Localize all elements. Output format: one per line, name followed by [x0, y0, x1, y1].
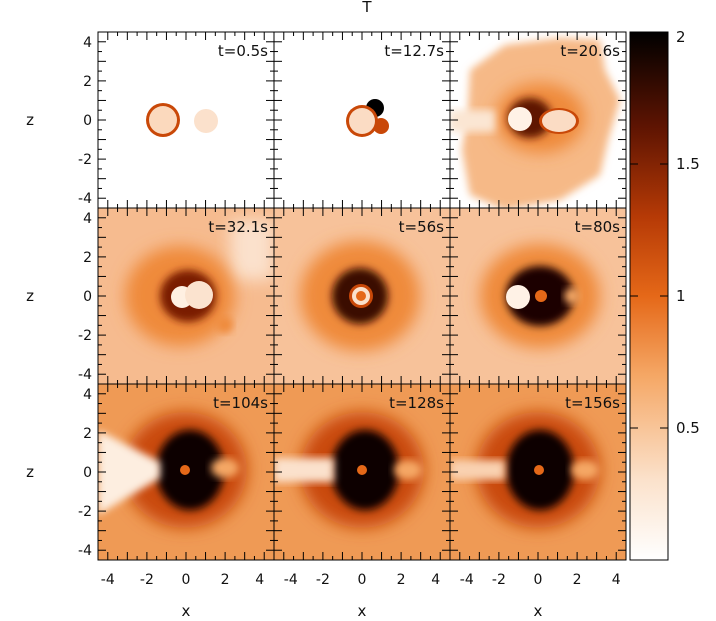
y-tick-label: -2: [78, 504, 92, 520]
y-tick-label: 2: [83, 250, 92, 266]
y-tick-label: 2: [83, 74, 92, 90]
panel-time-labels: t=0.5s t=12.7s t=20.6s t=32.1s t=56s t=80s t=1…: [208, 42, 620, 412]
heatmap-fields: [98, 32, 626, 560]
panel-time-label: t=32.1s: [208, 218, 268, 236]
x-tick-label: -4: [284, 572, 298, 588]
x-axis-label: x: [358, 602, 367, 620]
x-tick-label: 2: [573, 572, 582, 588]
y-tick-label: 4: [83, 387, 92, 403]
y-tick-label: 0: [83, 113, 92, 129]
y-tick-label: -2: [78, 328, 92, 344]
heatmap-panel-5: [450, 208, 626, 384]
y-tick-label: 4: [83, 211, 92, 227]
panel-time-label: t=80s: [575, 218, 621, 236]
y-axis-label: z: [26, 463, 34, 481]
x-tick-label: 0: [182, 572, 191, 588]
y-tick-label: -4: [78, 367, 92, 383]
y-axis-label: z: [26, 111, 34, 129]
heatmap-panel-8: [450, 384, 626, 560]
panel-axis-7: -4 -2 0 2 4 x: [273, 383, 451, 620]
heatmap-panel-2: [450, 32, 626, 208]
x-tick-label: -2: [316, 572, 330, 588]
panel-time-label: t=56s: [399, 218, 445, 236]
x-tick-label: -2: [492, 572, 506, 588]
panel-time-label: t=104s: [213, 394, 268, 412]
x-tick-label: -4: [460, 572, 474, 588]
y-tick-label: -2: [78, 152, 92, 168]
colorbar-tick-label: 1: [676, 287, 686, 305]
y-tick-label: -4: [78, 191, 92, 207]
colorbar-ticks: 0.5 1 1.5 2: [630, 28, 700, 437]
heatmap-panel-1: [274, 32, 450, 208]
x-axis-label: x: [534, 602, 543, 620]
heatmap-panel-0: [98, 32, 274, 208]
heatmap-panel-3: [98, 208, 274, 384]
x-tick-label: 0: [534, 572, 543, 588]
panel-time-label: t=12.7s: [384, 42, 444, 60]
x-tick-label: 4: [255, 572, 264, 588]
x-tick-label: 2: [221, 572, 230, 588]
y-tick-label: 4: [83, 35, 92, 51]
colorbar-tick-label: 1.5: [676, 155, 700, 173]
heatmap-panel-7: [274, 384, 450, 560]
x-tick-label: -2: [140, 572, 154, 588]
panel-axis-6: -4 -2 0 2 4 z -4 -2 0 2 4 x: [26, 383, 275, 620]
panel-axis-3: -4 -2 0 2 4 z: [26, 207, 275, 385]
y-tick-label: 0: [83, 289, 92, 305]
x-tick-label: 0: [358, 572, 367, 588]
panel-time-label: t=128s: [389, 394, 444, 412]
panel-time-label: t=156s: [565, 394, 620, 412]
colorbar-tick-label: 2: [676, 28, 686, 46]
x-tick-label: -4: [101, 572, 115, 588]
figure-title: T: [361, 0, 372, 16]
x-tick-label: 2: [397, 572, 406, 588]
panel-time-label: t=0.5s: [218, 42, 268, 60]
x-axis-label: x: [182, 602, 191, 620]
panel-axis-8: -4 -2 0 2 4 x: [449, 383, 627, 620]
x-tick-label: 4: [431, 572, 440, 588]
panel-time-label: t=20.6s: [560, 42, 620, 60]
colorbar: 0.5 1 1.5 2: [629, 28, 700, 561]
y-tick-label: -4: [78, 543, 92, 559]
y-tick-label: 0: [83, 465, 92, 481]
x-tick-label: 4: [612, 572, 621, 588]
heatmap-panel-6: [98, 384, 274, 560]
y-tick-label: 2: [83, 426, 92, 442]
y-axis-label: z: [26, 287, 34, 305]
heatmap-panel-4: [274, 208, 450, 384]
panel-axes: -4 -2 0 2 4 z -4 -2 0 2 4 z -4 -2 0 2 4 z -4 -2 0 2 4 x -4 -2 0 2 4 x…: [26, 31, 627, 620]
colorbar-tick-label: 0.5: [676, 419, 700, 437]
